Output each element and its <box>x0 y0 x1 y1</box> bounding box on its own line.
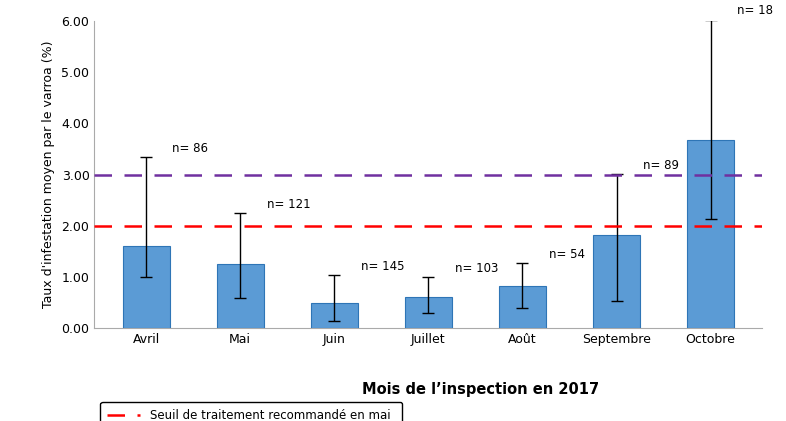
Bar <box>310 303 358 328</box>
Legend: Seuil de traitement recommandé en mai, Seuil de traitement recommandé en août: Seuil de traitement recommandé en mai, S… <box>101 402 402 421</box>
Text: n= 103: n= 103 <box>455 262 498 275</box>
Y-axis label: Taux d'infestation moyen par le varroa (%): Taux d'infestation moyen par le varroa (… <box>42 41 54 309</box>
Bar <box>499 286 546 328</box>
Text: n= 145: n= 145 <box>361 260 404 272</box>
Text: n= 89: n= 89 <box>643 159 679 172</box>
Bar <box>217 264 263 328</box>
Text: Mois de l’inspection en 2017: Mois de l’inspection en 2017 <box>362 382 599 397</box>
Text: n= 18: n= 18 <box>737 5 773 17</box>
Text: n= 86: n= 86 <box>172 142 208 155</box>
Text: n= 54: n= 54 <box>549 248 585 261</box>
Bar <box>593 235 640 328</box>
Bar <box>123 246 170 328</box>
Text: n= 121: n= 121 <box>266 198 310 211</box>
Bar <box>687 140 734 328</box>
Bar <box>405 297 452 328</box>
